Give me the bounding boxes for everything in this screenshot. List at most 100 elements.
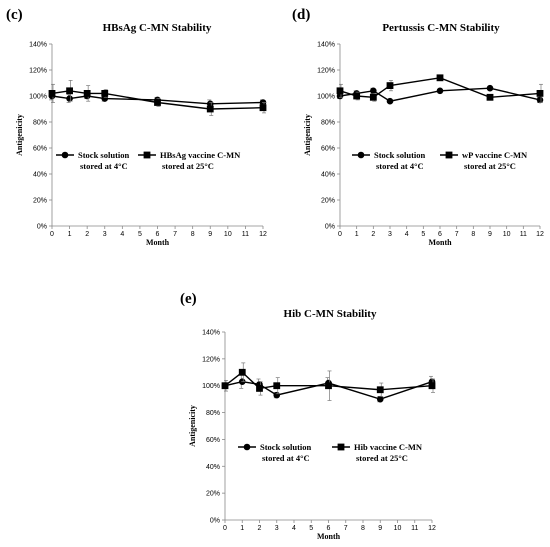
x-tick-label: 6 <box>327 525 331 532</box>
x-tick-label: 4 <box>405 231 409 238</box>
legend-circle-marker <box>61 151 69 159</box>
circle-marker <box>273 391 281 399</box>
square-marker <box>369 93 377 101</box>
y-tick-label: 100% <box>202 383 220 390</box>
chart-panel-2: (e) Hib C-MN Stability 0% 20% 40% 60% 80% 100% 1… <box>180 291 436 541</box>
x-tick-label: 4 <box>120 231 124 238</box>
x-tick-label: 11 <box>242 231 249 238</box>
y-tick-label: 60% <box>33 146 47 153</box>
square-marker <box>386 82 394 89</box>
x-tick-label: 5 <box>421 231 425 238</box>
y-tick-label: 140% <box>317 42 335 49</box>
square-marker <box>48 90 56 97</box>
square-marker <box>259 104 267 112</box>
legend-square-marker <box>143 151 151 159</box>
y-tick-label: 0% <box>325 224 335 231</box>
x-tick-label: 7 <box>455 231 459 238</box>
y-tick-label: 60% <box>206 437 220 444</box>
x-tick-label: 9 <box>488 231 492 238</box>
legend-square-marker <box>445 151 453 159</box>
x-tick-label: 1 <box>68 231 72 238</box>
legend-circle-marker <box>357 151 365 159</box>
y-tick-label: 20% <box>206 491 220 498</box>
x-tick-label: 3 <box>388 231 392 238</box>
y-tick-label: 80% <box>206 410 220 417</box>
y-tick-label: 0% <box>210 518 220 525</box>
x-tick-label: 10 <box>394 525 402 532</box>
chart-panel-1: (d)Pertussis C-MN Stability0%20%40%60%80… <box>292 7 544 247</box>
square-marker <box>325 382 332 390</box>
y-tick-label: 60% <box>321 146 335 153</box>
legend-label: Hib vaccine C-MN stored at 25°C <box>354 442 423 463</box>
legend-square-marker <box>337 443 345 451</box>
panel-label: (c) <box>6 7 23 23</box>
legend-label: Stock solution stored at 4°C <box>260 442 312 463</box>
y-axis-label: Antigenicity <box>303 114 312 156</box>
circle-marker <box>370 87 377 95</box>
square-marker <box>256 385 263 392</box>
x-tick-label: 11 <box>520 231 527 238</box>
square-marker <box>273 382 281 390</box>
x-tick-label: 7 <box>344 525 348 532</box>
y-tick-label: 100% <box>29 94 47 101</box>
y-tick-label: 80% <box>321 120 335 127</box>
square-marker <box>154 99 161 106</box>
square-marker <box>428 382 436 390</box>
x-tick-label: 2 <box>85 231 89 238</box>
x-tick-label: 0 <box>338 231 342 238</box>
panel-label: (d) <box>292 7 310 23</box>
square-marker <box>206 105 214 113</box>
x-tick-label: 6 <box>438 231 442 238</box>
x-tick-label: 6 <box>156 231 160 238</box>
square-marker <box>436 74 444 82</box>
circle-marker <box>376 395 384 403</box>
legend-label: Stock solution stored at 4°C <box>374 150 426 171</box>
x-axis-label: Month <box>428 238 452 247</box>
square-marker <box>376 386 384 394</box>
x-tick-label: 8 <box>361 525 365 532</box>
square-marker <box>336 87 344 95</box>
circle-marker <box>66 95 73 102</box>
x-tick-label: 11 <box>411 525 418 532</box>
x-axis-label: Month <box>146 238 170 247</box>
x-tick-label: 3 <box>275 525 279 532</box>
y-tick-label: 40% <box>33 172 47 179</box>
x-tick-label: 1 <box>355 231 359 238</box>
chart-title: Pertussis C-MN Stability <box>382 22 500 34</box>
x-tick-label: 0 <box>223 525 227 532</box>
legend-label: Stock solution stored at 4°C <box>78 150 130 171</box>
circle-marker <box>436 87 444 95</box>
y-tick-label: 40% <box>206 464 220 471</box>
x-tick-label: 8 <box>471 231 475 238</box>
chart-title: Hib C-MN Stability <box>284 308 377 320</box>
circle-marker <box>386 97 394 105</box>
x-tick-label: 3 <box>103 231 107 238</box>
x-tick-label: 12 <box>536 231 544 238</box>
circle-marker <box>101 95 109 102</box>
chart-panel-0: (c) HBsAg C-MN Stability 0% 20% 40% 60% 80% 100… <box>6 7 267 247</box>
y-tick-label: 100% <box>317 94 335 101</box>
x-tick-label: 8 <box>191 231 195 238</box>
y-tick-label: 120% <box>202 356 220 363</box>
x-tick-label: 2 <box>258 525 262 532</box>
legend-circle-marker <box>243 443 251 451</box>
x-tick-label: 9 <box>208 231 212 238</box>
chart-title: HBsAg C-MN Stability <box>103 22 212 34</box>
y-tick-label: 0% <box>37 224 47 231</box>
y-tick-label: 120% <box>29 68 47 75</box>
legend-label: HBsAg vaccine C-MN stored at 25°C <box>160 150 241 171</box>
x-tick-label: 10 <box>503 231 511 238</box>
square-marker <box>353 92 361 100</box>
square-marker <box>536 90 544 97</box>
y-tick-label: 20% <box>321 198 335 205</box>
x-tick-label: 12 <box>428 525 436 532</box>
circle-marker <box>536 96 544 104</box>
square-marker <box>486 93 494 101</box>
y-tick-label: 80% <box>33 120 47 127</box>
y-axis-label: Antigenicity <box>15 114 24 156</box>
x-tick-label: 5 <box>309 525 313 532</box>
y-tick-label: 20% <box>33 198 47 205</box>
y-axis-label: Antigenicity <box>188 405 197 447</box>
x-tick-label: 4 <box>292 525 296 532</box>
legend-label: wP vaccine C-MN stored at 25°C <box>462 150 528 171</box>
